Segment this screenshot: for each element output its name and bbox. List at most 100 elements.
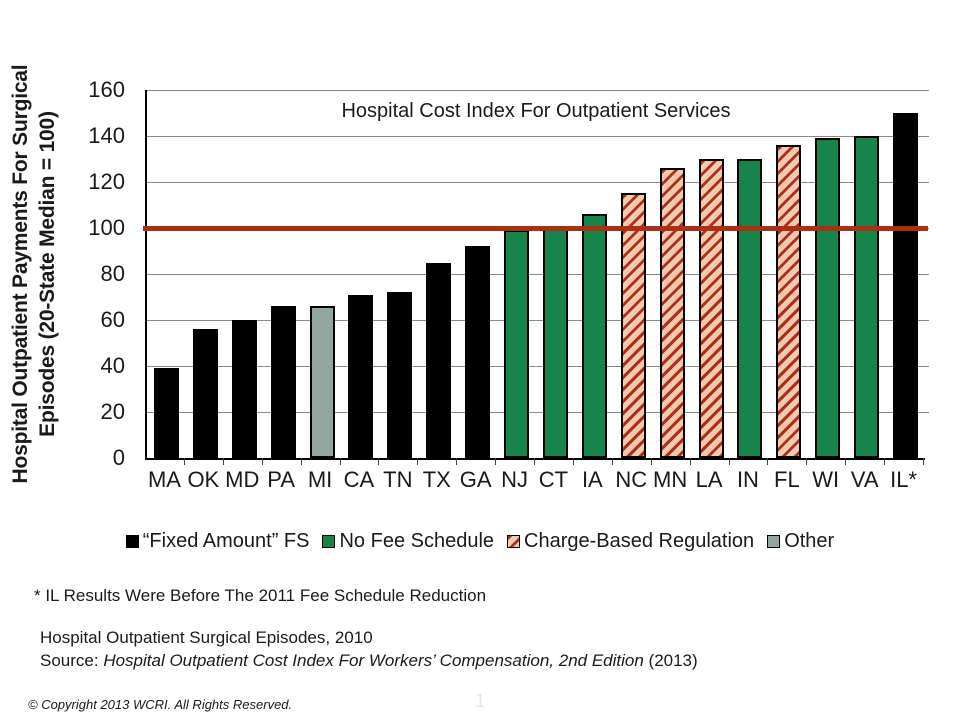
bar-nc bbox=[620, 193, 646, 458]
x-axis-tickmark bbox=[378, 458, 380, 465]
bar-fl bbox=[776, 145, 802, 458]
legend-item-nofee: No Fee Schedule bbox=[322, 530, 494, 553]
xlabel-va: VA bbox=[850, 467, 879, 492]
bar-ca bbox=[348, 295, 374, 458]
legend-label-other: Other bbox=[784, 530, 835, 552]
bar-ok bbox=[192, 329, 218, 458]
x-axis-tickmark bbox=[806, 458, 808, 465]
bar-ia bbox=[581, 214, 607, 458]
xlabel-pa: PA bbox=[267, 467, 295, 492]
gridline-40 bbox=[147, 366, 929, 367]
xlabel-mn: MN bbox=[653, 467, 688, 492]
y-axis-title-line1: Hospital Outpatient Payments For Surgica… bbox=[9, 64, 32, 484]
xlabel-ca: CA bbox=[343, 467, 375, 492]
xlabel-nj: NJ bbox=[501, 467, 528, 492]
x-axis-tickmark bbox=[689, 458, 691, 465]
page-number: 1 bbox=[474, 691, 486, 712]
legend-swatch-other-icon bbox=[767, 535, 781, 548]
xlabel-fl: FL bbox=[774, 467, 800, 492]
ytick-100: 100 bbox=[88, 215, 125, 240]
xlabel-ct: CT bbox=[538, 467, 569, 492]
x-axis-tickmark bbox=[495, 458, 497, 465]
xlabel-ga: GA bbox=[459, 467, 492, 492]
ytick-40: 40 bbox=[100, 353, 125, 378]
xlabel-ok: OK bbox=[187, 467, 220, 492]
reference-line-100 bbox=[143, 226, 928, 231]
xlabel-la: LA bbox=[695, 467, 723, 492]
bar-la bbox=[698, 159, 724, 458]
source-suffix: (2013) bbox=[643, 651, 698, 670]
gridline-120 bbox=[147, 182, 929, 183]
xlabel-ma: MA bbox=[147, 467, 181, 492]
xlabel-wi: WI bbox=[812, 467, 840, 492]
footnote-il-asterisk: * IL Results Were Before The 2011 Fee Sc… bbox=[34, 586, 487, 605]
bar-in bbox=[737, 159, 763, 458]
bar-pa bbox=[270, 306, 296, 458]
bar-tx bbox=[426, 263, 452, 458]
bar-mn bbox=[659, 168, 685, 458]
ytick-160: 160 bbox=[88, 77, 125, 102]
legend-item-fixed: “Fixed Amount” FS bbox=[125, 530, 310, 553]
legend-label-fixed: “Fixed Amount” FS bbox=[142, 530, 310, 552]
bar-wi bbox=[815, 138, 841, 458]
xlabel-tn: TN bbox=[383, 467, 413, 492]
chart-title: Hospital Cost Index For Outpatient Servi… bbox=[341, 100, 731, 122]
x-axis-tickmark bbox=[456, 458, 458, 465]
bar-ct bbox=[542, 228, 568, 458]
source-prefix: Source: bbox=[40, 651, 104, 670]
gridline-20 bbox=[147, 412, 929, 413]
x-axis-tickmark bbox=[923, 458, 924, 465]
legend-swatch-charge-icon bbox=[507, 535, 521, 548]
xlabel-md: MD bbox=[225, 467, 260, 492]
xlabel-tx: TX bbox=[422, 467, 451, 492]
legend-item-other: Other bbox=[767, 530, 834, 553]
x-axis-tickmark bbox=[572, 458, 574, 465]
source-title: Hospital Outpatient Cost Index For Worke… bbox=[103, 651, 644, 670]
xlabel-mi: MI bbox=[307, 467, 333, 492]
bar-mi bbox=[309, 306, 335, 458]
ytick-0: 0 bbox=[112, 445, 125, 470]
bar-md bbox=[231, 320, 257, 458]
x-axis-tickmark bbox=[261, 458, 263, 465]
plot-area: Hospital Cost Index For Outpatient Servi… bbox=[143, 90, 929, 460]
x-axis-tickmark bbox=[222, 458, 224, 465]
x-axis-tickmark bbox=[728, 458, 730, 465]
bar-il bbox=[893, 113, 919, 458]
legend-label-charge: Charge-Based Regulation bbox=[524, 530, 755, 552]
legend-label-nofee: No Fee Schedule bbox=[339, 530, 495, 552]
ytick-140: 140 bbox=[88, 123, 125, 148]
ytick-80: 80 bbox=[100, 261, 125, 286]
x-axis-tickmark bbox=[183, 458, 185, 465]
bar-ga bbox=[465, 246, 491, 458]
bar-va bbox=[854, 136, 880, 458]
gridline-60 bbox=[147, 320, 929, 321]
legend-item-charge: Charge-Based Regulation bbox=[507, 530, 754, 553]
gridline-160 bbox=[147, 90, 929, 91]
bar-tn bbox=[387, 292, 413, 458]
ytick-60: 60 bbox=[100, 307, 125, 332]
xlabel-ia: IA bbox=[581, 467, 603, 492]
x-axis-tickmark bbox=[534, 458, 535, 465]
x-axis-tickmark bbox=[884, 458, 886, 465]
footnote-episodes: Hospital Outpatient Surgical Episodes, 2… bbox=[40, 628, 373, 647]
x-axis-tickmark bbox=[845, 458, 847, 465]
gridline-140 bbox=[147, 136, 929, 137]
copyright-notice: © Copyright 2013 WCRI. All Rights Reserv… bbox=[28, 697, 293, 712]
x-axis-tickmark bbox=[417, 458, 419, 465]
xlabel-nc: NC bbox=[615, 467, 648, 492]
x-axis-tickmark bbox=[300, 458, 302, 465]
legend: “Fixed Amount” FS No Fee Schedule Charge-B… bbox=[0, 530, 960, 553]
x-axis-tickmark bbox=[339, 458, 341, 465]
gridline-80 bbox=[147, 274, 929, 275]
legend-swatch-nofee-icon bbox=[322, 535, 336, 548]
legend-swatch-fixed-icon bbox=[125, 535, 139, 548]
x-axis-tickmark bbox=[767, 458, 769, 465]
xlabel-in: IN bbox=[736, 467, 759, 492]
x-axis-tickmark bbox=[650, 458, 652, 465]
bar-ma bbox=[153, 368, 179, 458]
ytick-120: 120 bbox=[88, 169, 125, 194]
x-axis-tickmark bbox=[611, 458, 613, 465]
footnote-source: Source: Hospital Outpatient Cost Index F… bbox=[40, 651, 698, 671]
xlabel-il: IL* bbox=[890, 467, 917, 492]
